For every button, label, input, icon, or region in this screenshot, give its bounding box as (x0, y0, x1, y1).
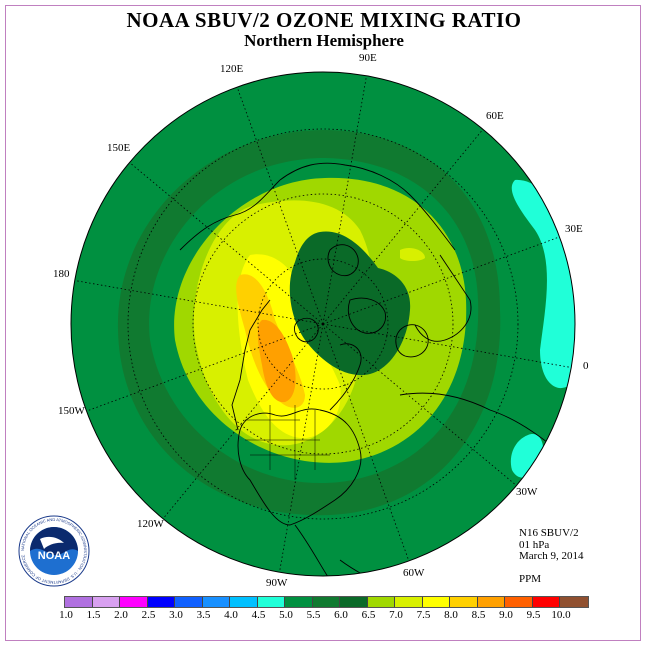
page-subtitle: Northern Hemisphere (244, 31, 404, 50)
color-scale-cell (285, 597, 313, 607)
ozone-field (71, 72, 575, 576)
lon-label-150e: 150E (107, 142, 131, 154)
color-scale-tick-label: 9.5 (526, 609, 541, 621)
color-scale-cell (395, 597, 423, 607)
color-scale-tick-label: 9.0 (499, 609, 513, 621)
lon-label-90e: 90E (359, 52, 377, 64)
color-scale-tick-label: 1.5 (86, 609, 101, 621)
color-scale-tick-label: 3.5 (196, 609, 211, 621)
color-scale-bar (64, 596, 589, 608)
date-label: March 9, 2014 (519, 550, 584, 562)
map-boundary (70, 71, 576, 577)
graticule (71, 72, 575, 576)
page-title: NOAA SBUV/2 OZONE MIXING RATIO (126, 8, 522, 32)
color-scale-tick-label: 5.0 (279, 609, 293, 621)
level-label: 01 hPa (519, 539, 550, 551)
lon-label-0: 0 (583, 360, 589, 372)
lon-label-90w: 90W (266, 577, 288, 589)
color-scale-tick-label: 2.5 (141, 609, 156, 621)
color-scale-cell (422, 597, 450, 607)
color-scale-cell (505, 597, 533, 607)
color-scale-cell (532, 597, 560, 607)
lon-label-60e: 60E (486, 110, 504, 122)
satellite-label: N16 SBUV/2 (519, 527, 579, 539)
noaa-logo: NOAA NATIONAL OCEANIC AND ATMOSPHERIC AD… (18, 515, 90, 587)
color-scale-tick-label: 5.5 (306, 609, 321, 621)
lon-label-120w: 120W (137, 518, 164, 530)
color-scale-cell (92, 597, 120, 607)
color-scale-tick-label: 6.0 (334, 609, 348, 621)
color-scale-cell (120, 597, 148, 607)
lon-label-180: 180 (53, 268, 70, 280)
lon-label-60w: 60W (403, 567, 425, 579)
color-scale-tick-label: 4.5 (251, 609, 266, 621)
color-scale-cell (65, 597, 93, 607)
color-scale-tick-label: 10.0 (551, 609, 571, 621)
color-scale-tick-label: 1.0 (59, 609, 73, 621)
coastlines (179, 162, 571, 576)
color-scale-cell (560, 597, 588, 607)
color-scale-cell (257, 597, 285, 607)
units-label: PPM (519, 573, 542, 585)
color-scale-cell (450, 597, 478, 607)
color-scale-tick-label: 7.5 (416, 609, 431, 621)
lon-label-30w: 30W (516, 486, 538, 498)
color-scale-tick-label: 4.0 (224, 609, 238, 621)
color-scale-cell (477, 597, 505, 607)
color-scale-cell (367, 597, 395, 607)
color-scale-tick-label: 3.0 (169, 609, 183, 621)
figure-frame (5, 5, 641, 641)
color-scale-tick-label: 8.0 (444, 609, 458, 621)
color-scale-cell (202, 597, 230, 607)
color-scale-tick-label: 8.5 (471, 609, 486, 621)
lon-label-150w: 150W (58, 405, 85, 417)
color-scale-cell (175, 597, 203, 607)
color-scale-cell (230, 597, 258, 607)
lon-label-120e: 120E (220, 63, 244, 75)
color-scale-cell (340, 597, 368, 607)
color-scale-tick-label: 7.0 (389, 609, 403, 621)
color-scale-tick-label: 2.0 (114, 609, 128, 621)
color-scale-tick-label: 6.5 (361, 609, 376, 621)
lon-label-30e: 30E (565, 223, 583, 235)
logo-text: NOAA (38, 550, 70, 562)
color-scale-cell (147, 597, 175, 607)
color-scale-cell (312, 597, 340, 607)
